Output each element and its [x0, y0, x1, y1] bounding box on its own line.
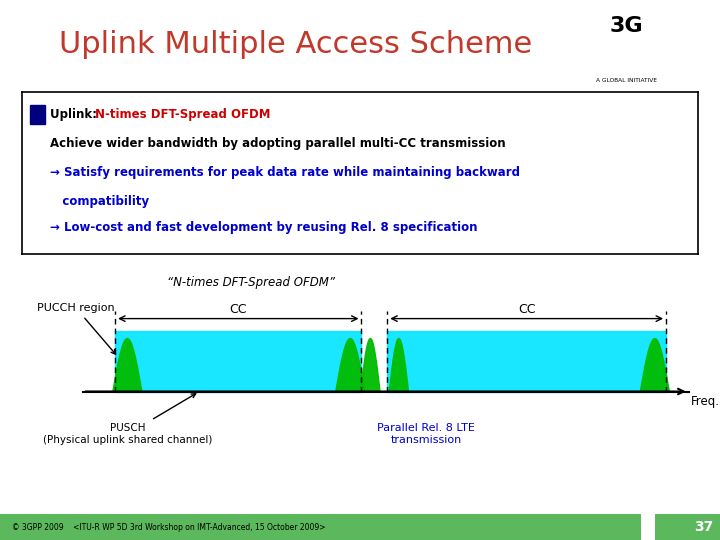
Text: CC: CC [518, 303, 536, 316]
Text: PUCCH region: PUCCH region [37, 303, 116, 354]
Text: Uplink:: Uplink: [50, 108, 101, 121]
Text: Achieve wider bandwidth by adopting parallel multi-CC transmission: Achieve wider bandwidth by adopting para… [50, 137, 505, 150]
Text: 37: 37 [694, 520, 714, 534]
Text: CC: CC [230, 303, 247, 316]
Text: Freq.: Freq. [690, 395, 719, 408]
Text: PUSCH
(Physical uplink shared channel): PUSCH (Physical uplink shared channel) [43, 394, 213, 444]
Bar [30, 105, 45, 124]
Text: compatibility: compatibility [50, 195, 149, 208]
Text: → Low-cost and fast development by reusing Rel. 8 specification: → Low-cost and fast development by reusi… [50, 221, 477, 234]
Text: A GLOBAL INITIATIVE: A GLOBAL INITIATIVE [596, 78, 657, 83]
Text: Uplink Multiple Access Scheme: Uplink Multiple Access Scheme [58, 30, 532, 59]
Text: N-times DFT-Spread OFDM: N-times DFT-Spread OFDM [95, 108, 270, 121]
Text: “N-times DFT-Spread OFDM”: “N-times DFT-Spread OFDM” [167, 276, 335, 289]
Text: 3G: 3G [610, 16, 643, 36]
Text: → Satisfy requirements for peak data rate while maintaining backward: → Satisfy requirements for peak data rat… [50, 166, 520, 179]
Text: Parallel Rel. 8 LTE
transmission: Parallel Rel. 8 LTE transmission [377, 423, 475, 445]
Text: © 3GPP 2009    <ITU-R WP 5D 3rd Workshop on IMT-Advanced, 15 October 2009>: © 3GPP 2009 <ITU-R WP 5D 3rd Workshop on… [12, 523, 325, 531]
